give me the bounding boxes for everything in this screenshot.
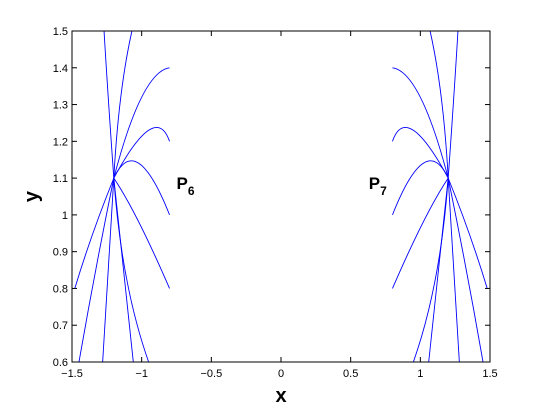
trajectory-curve-7 — [113, 160, 170, 216]
trajectory-curve-4 — [113, 178, 134, 363]
x-tick-label: 1.5 — [482, 368, 497, 380]
trajectory-curve-9 — [113, 67, 170, 179]
trajectory-curve-3 — [102, 178, 115, 363]
trajectory-curve-1 — [74, 177, 115, 289]
y-tick-label: 1.2 — [53, 136, 68, 148]
y-tick-label: 1.5 — [53, 26, 68, 38]
trajectory-curve-16 — [412, 178, 449, 363]
y-axis-ticks: 0.6 0.7 0.8 0.9 1 1.1 1.2 1.3 1.4 1.5 — [53, 26, 490, 369]
trajectory-curve-2 — [78, 178, 115, 363]
trajectory-curve-17 — [392, 177, 449, 289]
x-axis-label: x — [275, 385, 286, 407]
point-annotations: P6 P7 — [177, 174, 388, 198]
trajectory-curve-19 — [392, 127, 449, 179]
plot-frame — [71, 30, 491, 363]
trajectory-curve-22 — [447, 30, 459, 179]
trajectory-curve-5 — [113, 178, 150, 363]
x-tick-label: 0.5 — [343, 368, 358, 380]
y-tick-label: 0.7 — [53, 320, 68, 332]
y-tick-label: 0.9 — [53, 247, 68, 259]
trajectory-curve-13 — [447, 178, 484, 363]
trajectory-curve-14 — [447, 178, 460, 363]
trajectory-curve-12 — [447, 177, 488, 289]
trajectory-curve-15 — [428, 178, 449, 363]
x-tick-label: 1 — [417, 368, 423, 380]
trajectory-curve-11 — [103, 30, 115, 179]
trajectory-curves — [74, 30, 488, 363]
point-label-2: P7 — [369, 174, 387, 198]
trajectory-curve-18 — [392, 160, 449, 216]
y-tick-label: 1 — [62, 210, 68, 222]
x-tick-label: 0 — [278, 368, 284, 380]
y-tick-label: 1.1 — [53, 173, 68, 185]
y-tick-label: 0.8 — [53, 283, 68, 295]
x-axis-ticks: −1.5 −1 −0.5 0 0.5 1 1.5 — [61, 31, 498, 380]
y-tick-label: 1.3 — [53, 100, 68, 112]
x-tick-label: −1.5 — [61, 368, 83, 380]
x-tick-label: −1 — [135, 368, 148, 380]
x-tick-label: −0.5 — [200, 368, 222, 380]
trajectory-curve-10 — [113, 30, 133, 179]
point-label-1: P6 — [177, 174, 195, 198]
trajectory-curve-21 — [429, 30, 449, 179]
trajectory-curve-20 — [392, 67, 449, 179]
y-tick-label: 1.4 — [53, 63, 68, 75]
y-tick-label: 0.6 — [53, 357, 68, 369]
trajectory-curve-8 — [113, 127, 170, 179]
y-axis-label: y — [21, 190, 43, 202]
trajectory-curve-6 — [113, 177, 170, 289]
